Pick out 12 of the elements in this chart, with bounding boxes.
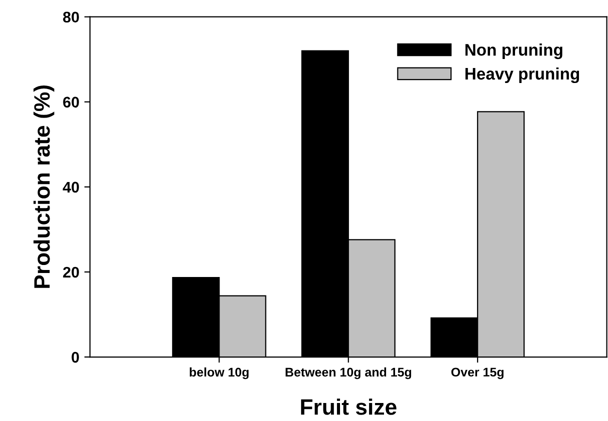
legend-label: Heavy pruning <box>465 67 580 84</box>
x-tick-label: below 10g <box>190 367 249 380</box>
y-tick-label: 0 <box>72 352 79 363</box>
y-tick-label: 60 <box>63 96 79 108</box>
y-tick-label: 80 <box>63 12 79 23</box>
legend-label: Non pruning <box>465 44 562 60</box>
y-tick-label: 20 <box>63 266 79 278</box>
x-tick-label: Between 10g and 15g <box>286 367 412 380</box>
x-axis-title: Fruit size <box>301 398 396 415</box>
y-axis-title: Production rate (%) <box>34 86 54 288</box>
x-tick-label: Over 15g <box>451 368 504 380</box>
y-tick-label: 40 <box>62 182 79 193</box>
